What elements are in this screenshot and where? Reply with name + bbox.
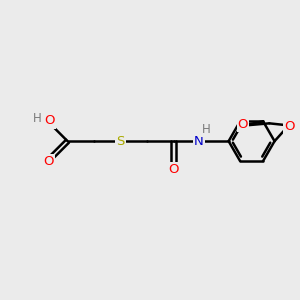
Text: H: H [202,124,211,136]
Text: N: N [194,135,203,148]
Text: H: H [33,112,42,124]
Text: S: S [116,135,125,148]
Text: O: O [284,120,295,134]
Text: O: O [168,163,179,176]
Text: O: O [44,155,54,168]
Text: O: O [238,118,248,131]
Text: O: O [44,115,55,128]
